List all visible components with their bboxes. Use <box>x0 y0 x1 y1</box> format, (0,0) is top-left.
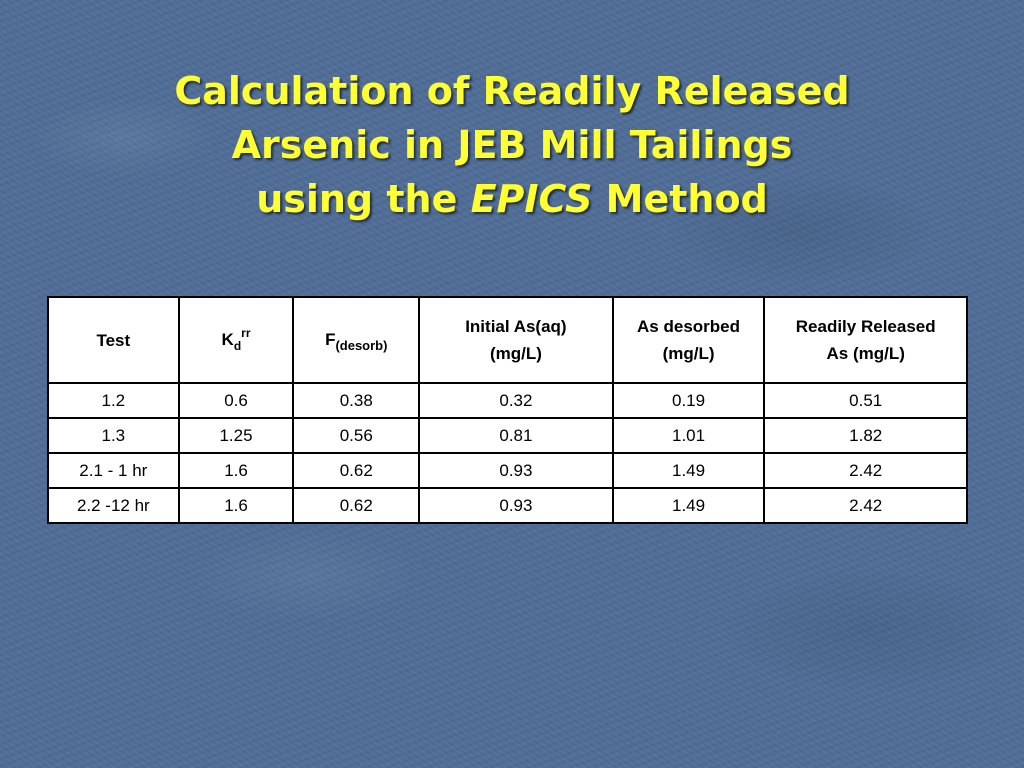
header-initial-line2: (mg/L) <box>489 344 542 363</box>
table-header-row: Test Kdrr F(desorb) Initial As(aq) (mg/L)… <box>47 296 968 384</box>
table-row: 2.1 - 1 hr 1.6 0.62 0.93 1.49 2.42 <box>47 452 968 489</box>
title-line-3-suffix: Method <box>592 177 768 221</box>
table-row: 1.3 1.25 0.56 0.81 1.01 1.82 <box>47 417 968 454</box>
header-kd-sub: d <box>233 338 242 353</box>
header-f-base: F <box>325 330 336 349</box>
header-released-line2: As (mg/L) <box>826 344 905 363</box>
cell-readily-released: 2.42 <box>763 487 968 524</box>
cell-as-desorbed: 0.19 <box>611 382 766 419</box>
cell-readily-released: 2.42 <box>763 452 968 489</box>
cell-initial-as: 0.93 <box>418 487 614 524</box>
header-kd-sup: rr <box>241 325 251 340</box>
header-f-desorb: F(desorb) <box>292 296 421 384</box>
slide-title: Calculation of Readily Released Arsenic … <box>0 64 1024 226</box>
cell-f-desorb: 0.38 <box>292 382 421 419</box>
results-table: Test Kdrr F(desorb) Initial As(aq) (mg/L)… <box>47 296 968 524</box>
title-line-3-prefix: using the <box>256 177 471 221</box>
header-readily-released: Readily Released As (mg/L) <box>763 296 968 384</box>
title-line-2: Arsenic in JEB Mill Tailings <box>231 123 793 167</box>
header-released-line1: Readily Released <box>795 317 936 336</box>
cell-test: 2.2 -12 hr <box>47 487 180 524</box>
header-as-desorbed: As desorbed (mg/L) <box>611 296 766 384</box>
header-desorbed-line2: (mg/L) <box>662 344 715 363</box>
cell-as-desorbed: 1.01 <box>611 417 766 454</box>
header-initial-line1: Initial As(aq) <box>465 317 567 336</box>
cell-f-desorb: 0.62 <box>292 487 421 524</box>
title-epics: EPICS <box>470 177 593 221</box>
cell-initial-as: 0.93 <box>418 452 614 489</box>
cell-initial-as: 0.81 <box>418 417 614 454</box>
cell-test: 2.1 - 1 hr <box>47 452 180 489</box>
cell-test: 1.3 <box>47 417 180 454</box>
cell-as-desorbed: 1.49 <box>611 487 766 524</box>
header-initial-as: Initial As(aq) (mg/L) <box>418 296 614 384</box>
cell-initial-as: 0.32 <box>418 382 614 419</box>
table-row: 1.2 0.6 0.38 0.32 0.19 0.51 <box>47 382 968 419</box>
title-line-1: Calculation of Readily Released <box>174 69 850 113</box>
cell-kd: 1.25 <box>177 417 295 454</box>
cell-f-desorb: 0.56 <box>292 417 421 454</box>
cell-kd: 1.6 <box>177 487 295 524</box>
header-f-sub: (desorb) <box>335 338 388 353</box>
cell-f-desorb: 0.62 <box>292 452 421 489</box>
header-kd-base: K <box>221 329 234 349</box>
cell-kd: 1.6 <box>177 452 295 489</box>
title-line-3: using the EPICS Method <box>0 172 1024 226</box>
cell-readily-released: 0.51 <box>763 382 968 419</box>
table-row: 2.2 -12 hr 1.6 0.62 0.93 1.49 2.42 <box>47 487 968 524</box>
header-test: Test <box>47 296 180 384</box>
header-kd: Kdrr <box>177 296 295 384</box>
header-desorbed-line1: As desorbed <box>637 317 741 336</box>
cell-readily-released: 1.82 <box>763 417 968 454</box>
cell-as-desorbed: 1.49 <box>611 452 766 489</box>
cell-kd: 0.6 <box>177 382 295 419</box>
cell-test: 1.2 <box>47 382 180 419</box>
